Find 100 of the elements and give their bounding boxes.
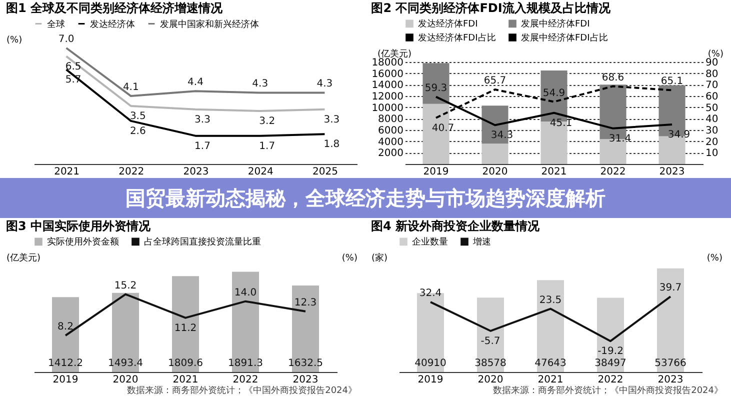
data-label: 40910: [414, 358, 446, 369]
data-label: 3.3: [194, 114, 210, 126]
legend-label: 发展中国家和新兴经济体: [160, 18, 259, 30]
legend-label: 增速: [472, 236, 491, 248]
y2-tick-label: 60: [706, 92, 718, 102]
y2-axis-title: (%): [342, 254, 358, 264]
y-tick-label: 12000: [372, 92, 404, 102]
y2-tick-label: 20: [706, 136, 718, 148]
bar: [657, 268, 684, 372]
y-axis-title: (亿美元): [6, 252, 41, 264]
chart-title: 图3 中国实际使用外资情况: [6, 219, 152, 233]
x-tick-label: 2025: [312, 166, 338, 178]
x-tick-label: 2021: [54, 166, 80, 178]
legend-label: 企业数量: [412, 236, 448, 248]
data-label: 1809.6: [168, 358, 203, 369]
legend-label: 发展中经济体FDI占比: [521, 32, 608, 44]
x-tick-label: 2023: [659, 166, 685, 178]
data-label: 12.3: [294, 297, 317, 308]
y-tick-label: 2000: [378, 148, 404, 160]
source-note: 数据来源：商务部外资统计；《中国外商投资报告2024》: [492, 386, 724, 397]
data-label: 38497: [594, 358, 626, 369]
data-label: 11.2: [174, 322, 197, 334]
y-axis-title: (家): [372, 252, 388, 264]
data-label: 4.3: [252, 78, 268, 90]
y2-tick-label: 80: [706, 68, 718, 80]
bar: [477, 298, 504, 372]
x-tick-label: 2022: [232, 374, 258, 386]
data-label: 68.6: [602, 72, 624, 84]
y2-tick-label: 50: [706, 102, 718, 114]
chart-title: 图4 新设外商投资企业数量情况: [371, 219, 541, 233]
data-label: 1.7: [194, 140, 210, 152]
x-tick-label: 2021: [172, 374, 198, 386]
chart-title: 图2 不同类别经济体FDI流入规模及占比情况: [371, 1, 612, 15]
x-tick-label: 2023: [658, 374, 684, 386]
x-tick-label: 2022: [598, 374, 624, 386]
y-axis-title: (%): [6, 36, 22, 46]
data-label: 1632.5: [288, 358, 323, 369]
legend-label: 实际使用外资金额: [47, 236, 119, 248]
data-label: 1493.4: [108, 358, 143, 369]
y2-tick-label: 30: [706, 126, 718, 136]
y-tick-label: 8000: [378, 114, 404, 126]
data-label: 4.3: [316, 78, 333, 90]
bar: [658, 136, 686, 164]
y-tick-label: 4000: [378, 136, 404, 148]
y-axis-title: (亿美元): [378, 48, 412, 60]
source-note: 数据来源：商务部外资统计；《中国外商投资报告2024》: [126, 386, 358, 397]
data-label: -5.7: [480, 336, 500, 347]
bar: [537, 280, 564, 372]
x-tick-label: 2019: [52, 374, 78, 386]
data-label: 1412.2: [48, 358, 83, 369]
legend-label: 发达经济体: [90, 18, 135, 30]
data-label: 5.7: [65, 74, 82, 86]
data-label: 47643: [534, 358, 566, 369]
data-label: 1891.3: [228, 358, 263, 369]
data-label: 15.2: [114, 280, 137, 292]
bar: [422, 63, 450, 104]
data-label: 31.4: [608, 133, 632, 144]
legend-label: 占全球跨国直接投资流量比重: [144, 236, 261, 248]
y-tick-label: 10000: [372, 102, 404, 114]
y-tick-label: 6000: [378, 126, 404, 136]
data-label: 65.1: [660, 76, 684, 88]
x-tick-label: 2024: [248, 166, 274, 178]
x-tick-label: 2021: [538, 374, 564, 386]
y-tick-label: 16000: [372, 68, 404, 80]
y2-tick-label: 40: [706, 114, 718, 126]
y2-tick-label: 90: [706, 58, 718, 68]
x-tick-label: 2020: [482, 166, 508, 178]
data-label: -19.2: [598, 346, 624, 358]
legend-label: 发达经济体FDI占比: [418, 32, 496, 44]
data-label: 23.5: [539, 294, 562, 306]
y2-axis-title: (%): [708, 50, 724, 60]
data-label: 14.0: [234, 287, 257, 298]
legend-label: 全球: [47, 18, 65, 30]
y2-tick-label: 70: [706, 80, 718, 92]
data-label: 1.7: [259, 140, 276, 152]
y2-tick-label: 10: [706, 148, 718, 160]
y-tick-label: 18000: [372, 58, 404, 68]
data-label: 65.7: [484, 76, 506, 87]
chart-title: 图1 全球及不同类别经济体经济增速情况: [6, 1, 224, 15]
x-tick-label: 2021: [541, 166, 567, 178]
data-label: 54.9: [542, 88, 566, 99]
bar: [482, 144, 508, 164]
x-tick-label: 2020: [112, 374, 138, 386]
legend-label: 发达经济体FDI: [418, 18, 478, 30]
data-label: 32.4: [419, 288, 442, 300]
data-label: 40.7: [432, 122, 454, 134]
data-label: 53766: [654, 358, 686, 369]
data-label: 38578: [474, 358, 506, 369]
data-label: 8.2: [58, 321, 74, 332]
data-label: 2.6: [130, 126, 146, 137]
legend-label: 发展中经济体FDI: [521, 18, 590, 30]
text: 国贸最新动态揭秘，全球经济走势与市场趋势深度解析: [0, 178, 731, 218]
data-label: 3.3: [324, 114, 340, 126]
x-tick-label: 2023: [292, 374, 318, 386]
data-label: 6.5: [65, 61, 82, 72]
x-tick-label: 2020: [478, 374, 504, 386]
data-label: 4.4: [188, 77, 204, 88]
data-label: 1.8: [324, 139, 340, 150]
y2-axis-title: (%): [706, 254, 722, 264]
x-tick-label: 2022: [600, 166, 626, 178]
